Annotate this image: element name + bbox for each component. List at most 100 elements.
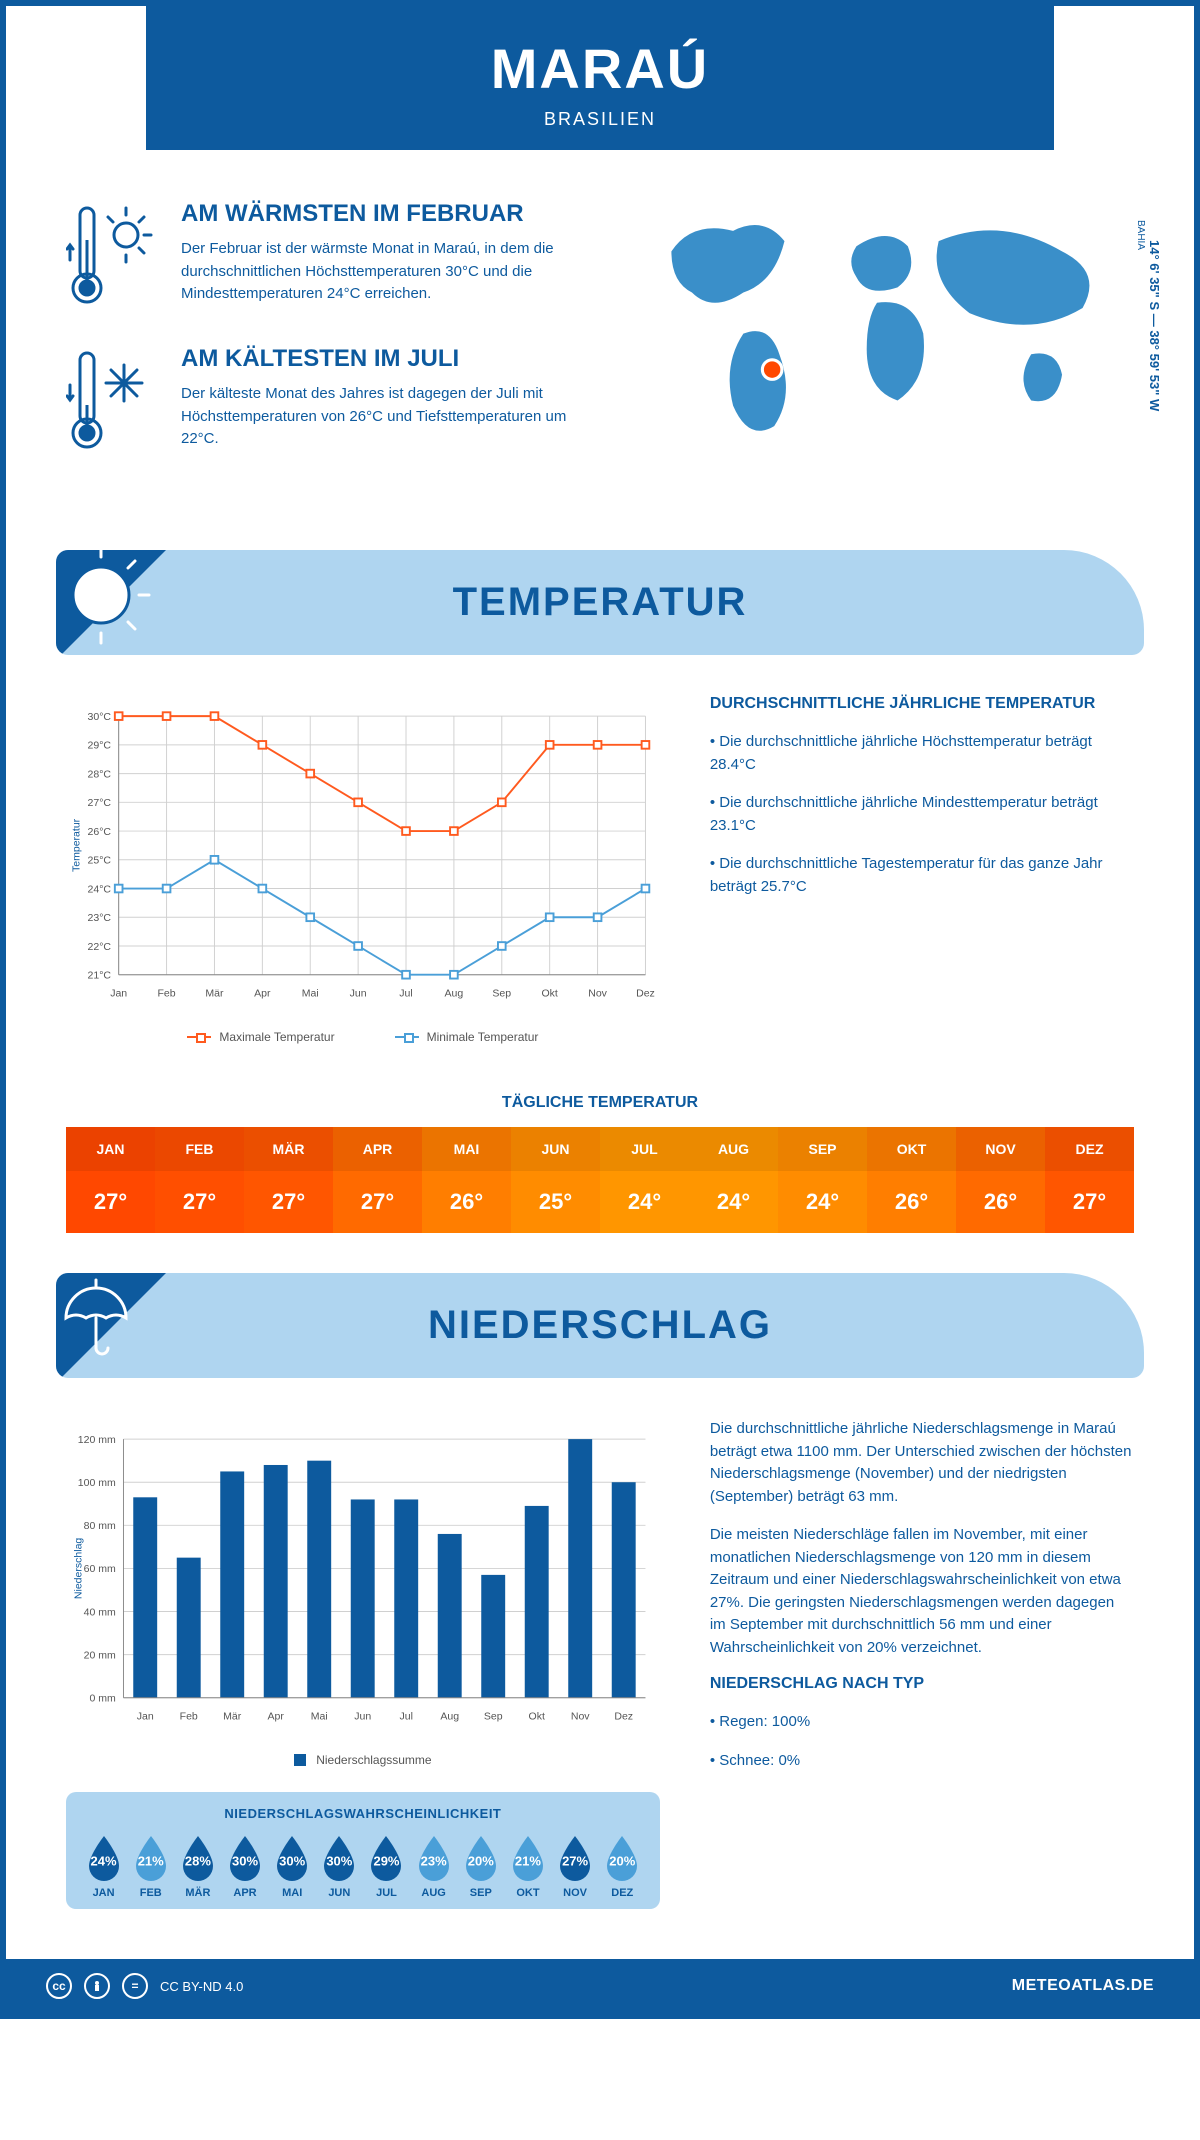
prob-item: 20%SEP [459,1833,502,1899]
svg-text:24°C: 24°C [88,883,112,895]
footer: cc = CC BY-ND 4.0 METEOATLAS.DE [6,1959,1194,2013]
svg-text:Aug: Aug [445,988,464,1000]
intro-section: AM WÄRMSTEN IM FEBRUAR Der Februar ist d… [6,150,1194,530]
svg-text:Apr: Apr [268,1711,285,1723]
prob-item: 21%OKT [506,1833,549,1899]
raindrop-icon: 30% [224,1833,266,1883]
svg-text:23°C: 23°C [88,912,112,924]
prob-item: 27%NOV [554,1833,597,1899]
svg-text:80 mm: 80 mm [84,1520,116,1532]
temp-table-col: FEB27° [155,1127,244,1233]
world-map [620,200,1134,440]
temp-summary-title: DURCHSCHNITTLICHE JÄHRLICHE TEMPERATUR [710,695,1134,713]
raindrop-icon: 21% [130,1833,172,1883]
temp-table-col: JAN27° [66,1127,155,1233]
svg-text:Feb: Feb [180,1711,198,1723]
svg-text:Jan: Jan [110,988,127,1000]
temp-heading: TEMPERATUR [56,580,1144,625]
temp-table-col: MAI26° [422,1127,511,1233]
cc-icon: cc [46,1973,72,1999]
temp-chart-legend: Maximale Temperatur Minimale Temperatur [66,1030,660,1044]
svg-text:Jul: Jul [399,988,412,1000]
svg-text:Okt: Okt [542,988,558,1000]
prob-item: 20%DEZ [601,1833,644,1899]
temp-line-chart: 21°C22°C23°C24°C25°C26°C27°C28°C29°C30°C… [66,695,660,1044]
temp-summary-item: Die durchschnittliche Tagestemperatur fü… [710,853,1134,898]
raindrop-icon: 28% [177,1833,219,1883]
temp-table-col: OKT26° [867,1127,956,1233]
precip-bar-chart: 0 mm 20 mm 40 mm 60 mm 80 mm 100 mm 120 mm Jan F… [66,1418,660,1909]
site-name: METEOATLAS.DE [1012,1977,1154,1995]
precip-section-header: NIEDERSCHLAG [56,1273,1144,1378]
svg-text:Mai: Mai [302,988,319,1000]
svg-text:21°C: 21°C [88,970,112,982]
precip-type-title: NIEDERSCHLAG NACH TYP [710,1675,1134,1693]
svg-text:Niederschlag: Niederschlag [72,1538,84,1600]
temp-table-col: JUL24° [600,1127,689,1233]
precip-type-item: Regen: 100% [710,1711,1134,1734]
temp-summary-item: Die durchschnittliche jährliche Mindestt… [710,792,1134,837]
country-subtitle: BRASILIEN [146,109,1054,130]
svg-text:20 mm: 20 mm [84,1649,116,1661]
prob-item: 29%JUL [365,1833,408,1899]
svg-text:Okt: Okt [529,1711,545,1723]
raindrop-icon: 27% [554,1833,596,1883]
prob-item: 21%FEB [129,1833,172,1899]
temp-table-col: SEP24° [778,1127,867,1233]
precip-legend-label: Niederschlagssumme [316,1753,431,1767]
svg-text:Dez: Dez [614,1711,633,1723]
prob-item: 30%APR [223,1833,266,1899]
svg-text:Temperatur: Temperatur [70,818,82,872]
by-icon [84,1973,110,1999]
precip-text: Die durchschnittliche jährliche Niedersc… [710,1418,1134,1508]
precip-heading: NIEDERSCHLAG [56,1303,1144,1348]
legend-max-label: Maximale Temperatur [219,1030,334,1044]
temp-table-col: NOV26° [956,1127,1045,1233]
umbrella-icon [56,1273,176,1378]
temp-summary-item: Die durchschnittliche jährliche Höchstte… [710,731,1134,776]
precip-probability-box: NIEDERSCHLAGSWAHRSCHEINLICHKEIT 24%JAN21… [66,1792,660,1909]
warmest-title: AM WÄRMSTEN IM FEBRUAR [181,200,580,228]
temp-table-col: AUG24° [689,1127,778,1233]
precip-type-item: Schnee: 0% [710,1750,1134,1773]
svg-text:Aug: Aug [440,1711,459,1723]
coldest-title: AM KÄLTESTEN IM JULI [181,345,580,373]
svg-text:60 mm: 60 mm [84,1563,116,1575]
svg-text:Jun: Jun [354,1711,371,1723]
prob-item: 23%AUG [412,1833,455,1899]
raindrop-icon: 24% [83,1833,125,1883]
raindrop-icon: 30% [271,1833,313,1883]
prob-item: 30%MAI [271,1833,314,1899]
page: MARAÚ BRASILIEN AM WÄRMSTEN IM FEBRUAR D… [0,0,1200,2019]
svg-text:Feb: Feb [158,988,176,1000]
svg-text:Jan: Jan [137,1711,154,1723]
warmest-fact: AM WÄRMSTEN IM FEBRUAR Der Februar ist d… [66,200,580,310]
svg-text:100 mm: 100 mm [78,1477,116,1489]
raindrop-icon: 20% [601,1833,643,1883]
region-label: BAHIA [1135,220,1146,250]
prob-item: 30%JUN [318,1833,361,1899]
svg-text:120 mm: 120 mm [78,1434,116,1446]
svg-text:Mär: Mär [205,988,224,1000]
prob-item: 24%JAN [82,1833,125,1899]
svg-text:30°C: 30°C [88,711,112,723]
license-text: CC BY-ND 4.0 [160,1979,243,1994]
raindrop-icon: 23% [413,1833,455,1883]
temp-table-col: JUN25° [511,1127,600,1233]
daily-temp-table: JAN27°FEB27°MÄR27°APR27°MAI26°JUN25°JUL2… [66,1127,1134,1233]
svg-text:26°C: 26°C [88,826,112,838]
thermometer-hot-icon [66,200,156,310]
prob-title: NIEDERSCHLAGSWAHRSCHEINLICHKEIT [82,1806,644,1821]
svg-text:40 mm: 40 mm [84,1606,116,1618]
svg-text:Mai: Mai [311,1711,328,1723]
svg-text:Sep: Sep [484,1711,503,1723]
warmest-text: Der Februar ist der wärmste Monat in Mar… [181,238,580,306]
svg-text:0 mm: 0 mm [90,1693,117,1705]
raindrop-icon: 29% [365,1833,407,1883]
svg-text:28°C: 28°C [88,768,112,780]
svg-text:29°C: 29°C [88,740,112,752]
temp-table-col: DEZ27° [1045,1127,1134,1233]
sun-icon [56,550,176,655]
daily-temp-heading: TÄGLICHE TEMPERATUR [6,1094,1194,1112]
svg-text:Dez: Dez [636,988,655,1000]
